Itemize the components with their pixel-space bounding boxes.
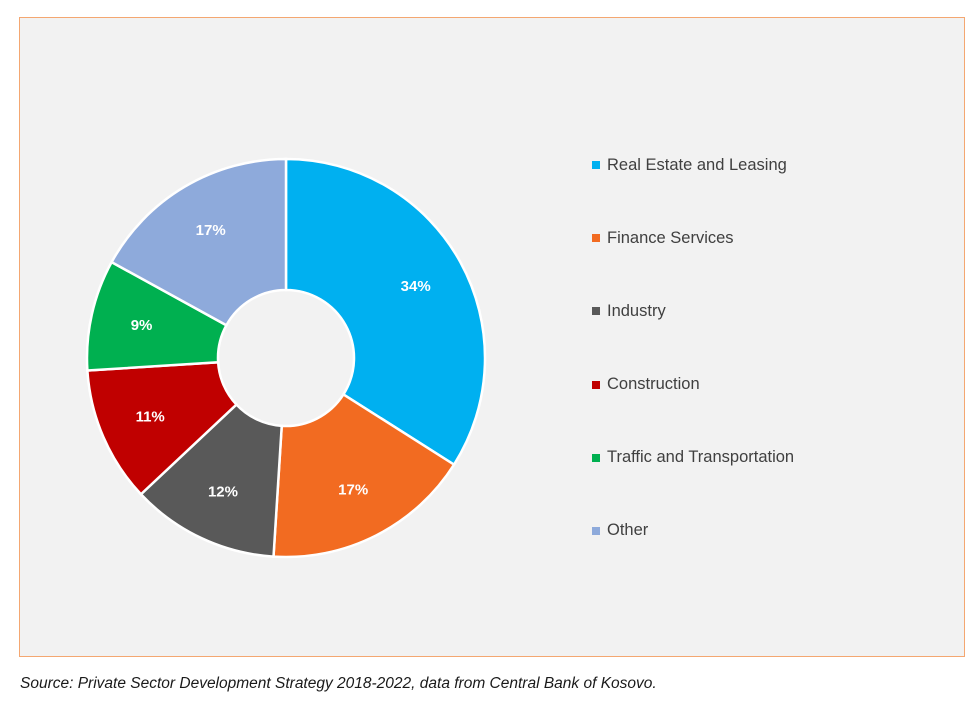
data-label-construction: 11%: [136, 408, 165, 425]
slice-construction: [86, 360, 239, 496]
slice-other: [109, 157, 288, 327]
slice-finance-services: [272, 392, 456, 559]
legend-swatch: [592, 307, 600, 316]
legend-swatch: [592, 453, 600, 462]
slice-industry: [139, 402, 284, 558]
data-label-real-estate-and-leasing: 34%: [401, 278, 431, 295]
legend-label: Finance Services: [607, 228, 734, 247]
legend-item-industry: Industry: [592, 296, 794, 326]
legend-item-finance-services: Finance Services: [592, 223, 794, 253]
chart-area: 34% 17% 12% 11% 9% 17% Real Estate and Leasin…: [19, 17, 965, 657]
legend-label: Construction: [607, 375, 700, 394]
legend-swatch: [592, 526, 600, 535]
legend-item-real-estate-and-leasing: Real Estate and Leasing: [592, 150, 794, 180]
legend-swatch: [592, 161, 600, 169]
legend-label: Industry: [607, 301, 666, 320]
legend-swatch: [592, 234, 600, 243]
legend-label: Traffic and Transportation: [607, 448, 795, 467]
source-note: Source: Private Sector Development Strat…: [20, 675, 657, 692]
data-label-finance-services: 17%: [338, 481, 368, 498]
legend-item-other: Other: [592, 516, 794, 546]
slice-real-estate-and-leasing: [284, 157, 487, 467]
legend-label: Other: [607, 521, 649, 540]
data-label-industry: 12%: [208, 483, 238, 500]
legend-swatch: [592, 380, 600, 389]
chart-legend: Real Estate and Leasing Finance Services I…: [592, 150, 794, 589]
legend-item-construction: Construction: [592, 370, 794, 400]
legend-label: Real Estate and Leasing: [607, 155, 787, 174]
data-label-traffic-and-transportation: 9%: [131, 317, 153, 334]
legend-item-traffic-and-transportation: Traffic and Transportation: [592, 443, 794, 473]
donut-chart: 34% 17% 12% 11% 9% 17%: [85, 157, 487, 559]
data-label-other: 17%: [196, 222, 226, 239]
